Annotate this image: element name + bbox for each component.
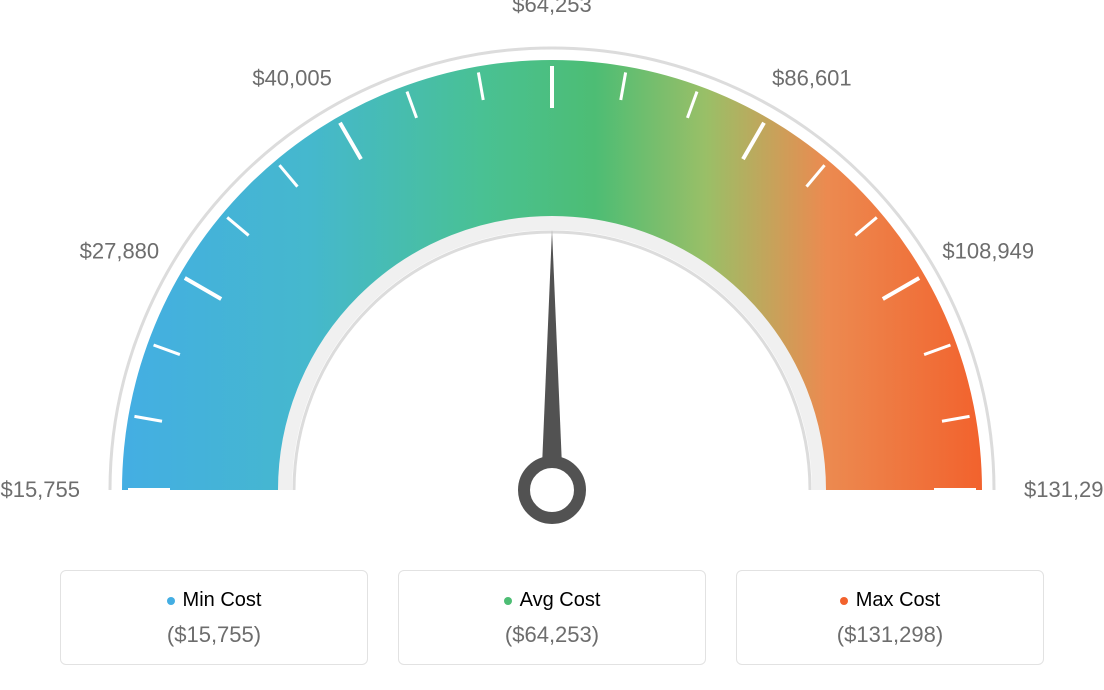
gauge-tick-label: $27,880 bbox=[80, 238, 160, 264]
min-dot-icon bbox=[167, 597, 175, 605]
gauge-tick-label: $86,601 bbox=[772, 66, 852, 92]
legend-min-label: Min Cost bbox=[183, 589, 262, 612]
legend-max-value: ($131,298) bbox=[737, 622, 1043, 648]
legend-card-avg: Avg Cost ($64,253) bbox=[398, 570, 706, 665]
legend-row: Min Cost ($15,755) Avg Cost ($64,253) Ma… bbox=[60, 570, 1044, 665]
gauge-tick-label: $15,755 bbox=[0, 477, 80, 503]
legend-card-max: Max Cost ($131,298) bbox=[736, 570, 1044, 665]
avg-dot-icon bbox=[504, 597, 512, 605]
gauge-tick-label: $108,949 bbox=[942, 238, 1034, 264]
legend-card-min: Min Cost ($15,755) bbox=[60, 570, 368, 665]
max-dot-icon bbox=[840, 597, 848, 605]
gauge-tick-label: $131,298 bbox=[1024, 477, 1104, 503]
gauge-tick-label: $64,253 bbox=[512, 0, 592, 18]
legend-min-value: ($15,755) bbox=[61, 622, 367, 648]
legend-avg-label: Avg Cost bbox=[520, 589, 601, 612]
legend-avg-value: ($64,253) bbox=[399, 622, 705, 648]
legend-max-label: Max Cost bbox=[856, 589, 940, 612]
cost-gauge: $15,755 $27,880 $40,005 $64,253 $86,601 $108,… bbox=[0, 0, 1104, 555]
gauge-tick-label: $40,005 bbox=[252, 66, 332, 92]
gauge-svg bbox=[0, 0, 1104, 555]
